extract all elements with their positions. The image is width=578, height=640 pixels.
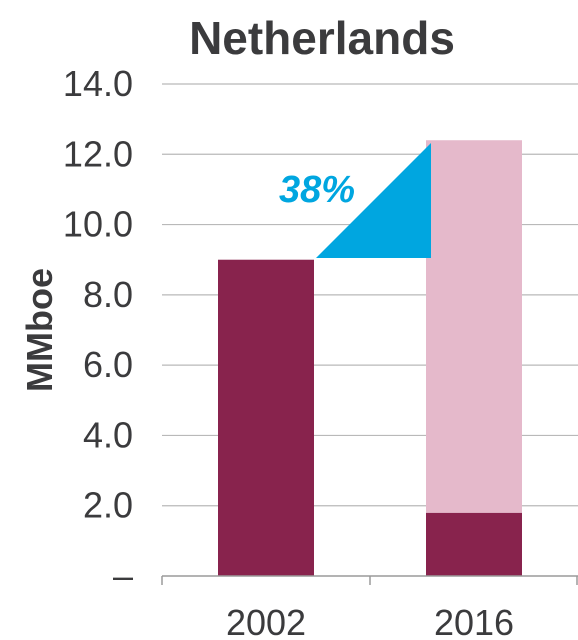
chart-title: Netherlands [189,12,455,64]
y-tick-label: – [113,555,133,596]
bar-2016-segment-1 [426,512,522,576]
growth-triangle-icon [316,143,431,258]
y-tick-label: 6.0 [83,344,133,385]
y-tick-label: 2.0 [83,485,133,526]
x-tick-label: 2002 [226,602,306,640]
bar-2016-segment-2 [426,140,522,513]
y-tick-label: 8.0 [83,274,133,315]
y-tick-label: 14.0 [63,63,133,104]
x-tick-label: 2016 [434,602,514,640]
y-axis-label: MMboe [19,268,60,392]
tick-labels: – 2.0 4.0 6.0 8.0 10.0 12.0 14.0 2002 2016 [63,63,514,640]
y-tick-label: 10.0 [63,204,133,245]
growth-percent-label: 38% [279,169,355,211]
axes [161,575,578,585]
y-tick-label: 12.0 [63,133,133,174]
y-tick-label: 4.0 [83,414,133,455]
bar-2002-segment-1 [218,259,314,576]
bars [218,140,522,576]
